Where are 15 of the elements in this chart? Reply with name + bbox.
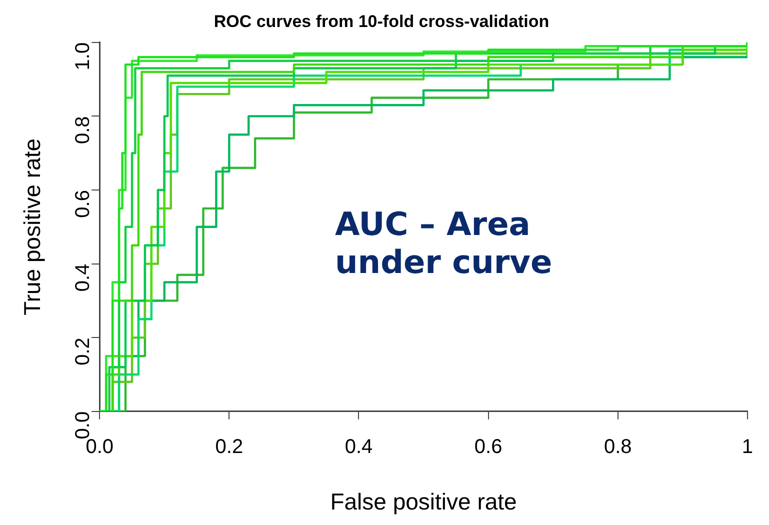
chart-title: ROC curves from 10-fold cross-validation — [214, 12, 550, 31]
y-tick-label: 0.2 — [72, 338, 94, 366]
x-tick-label: 0.8 — [604, 436, 632, 458]
x-tick-label: 1 — [742, 436, 753, 458]
y-axis-title: True positive rate — [19, 138, 46, 316]
x-tick-label: 0.2 — [215, 436, 244, 458]
y-tick-label: 0.0 — [72, 411, 94, 440]
x-axis-title: False positive rate — [330, 488, 517, 515]
y-tick-label: 0.8 — [72, 116, 94, 144]
x-tick-label: 0.6 — [474, 436, 502, 458]
y-tick-label: 0.6 — [72, 190, 94, 218]
x-tick-label: 0.4 — [344, 436, 373, 458]
y-tick-label: 1.0 — [72, 42, 94, 70]
y-tick-label: 0.4 — [72, 264, 94, 292]
annotation: AUC – Area under curve — [335, 205, 554, 282]
